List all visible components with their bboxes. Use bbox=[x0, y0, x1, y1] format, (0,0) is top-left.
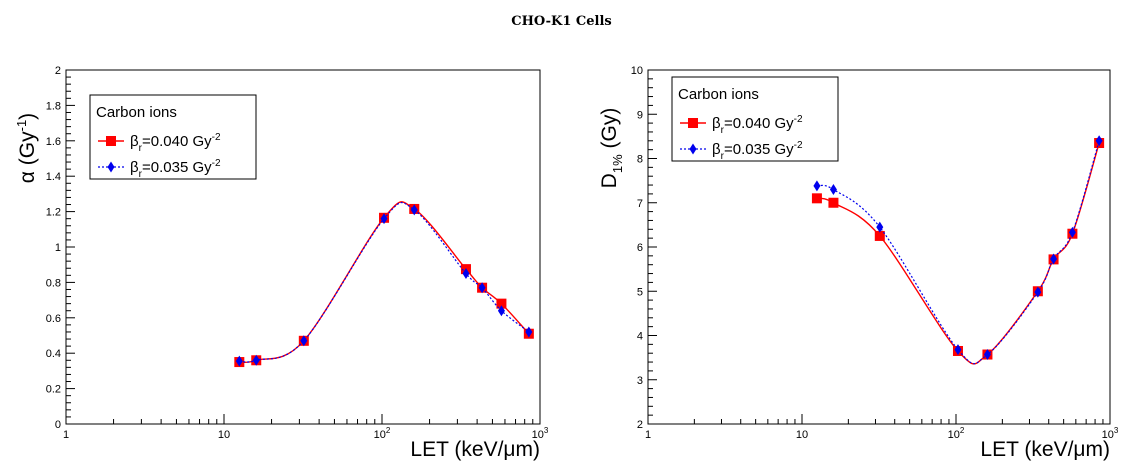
x-tick-label: 1 bbox=[645, 429, 651, 441]
diamond-marker bbox=[525, 326, 533, 338]
diamond-marker bbox=[478, 282, 486, 294]
square-marker bbox=[828, 197, 839, 208]
legend-label: βr=0.040 Gy-2 bbox=[712, 114, 803, 136]
y-tick-label: 9 bbox=[637, 109, 643, 121]
legend-label: βr=0.035 Gy-2 bbox=[130, 158, 221, 180]
diamond-marker bbox=[410, 204, 418, 216]
diamond-marker bbox=[462, 268, 470, 280]
legend-square-marker bbox=[688, 118, 698, 128]
series-beta-0035 bbox=[235, 202, 533, 367]
y-tick-label: 2 bbox=[637, 419, 643, 431]
legend-box bbox=[671, 76, 839, 162]
y-tick-label: 8 bbox=[637, 154, 643, 166]
diamond-marker bbox=[380, 213, 388, 225]
figure-title: CHO-K1 Cells bbox=[511, 14, 612, 29]
x-tick-label: 102 bbox=[948, 426, 965, 441]
y-tick-label: 0.8 bbox=[46, 277, 61, 289]
diamond-marker bbox=[252, 354, 260, 366]
series-beta-0035 bbox=[813, 135, 1103, 365]
diamond-marker bbox=[235, 355, 243, 367]
y-tick-label: 1.4 bbox=[46, 171, 61, 183]
y-axis-title: α (Gy-1) bbox=[14, 113, 39, 183]
x-tick-label: 103 bbox=[532, 426, 549, 441]
y-tick-label: 10 bbox=[631, 65, 643, 77]
y-tick-label: 2 bbox=[55, 65, 61, 77]
y-tick-label: 0.6 bbox=[46, 313, 61, 325]
y-tick-label: 7 bbox=[637, 198, 643, 210]
y-tick-label: 0 bbox=[55, 419, 61, 431]
legend-label: βr=0.035 Gy-2 bbox=[712, 140, 803, 162]
square-marker bbox=[874, 230, 885, 241]
y-axis-title: D1% (Gy) bbox=[598, 108, 625, 189]
series-line bbox=[816, 140, 1100, 365]
x-tick-label: 10 bbox=[218, 429, 230, 441]
y-tick-label: 3 bbox=[637, 375, 643, 387]
y-tick-label: 5 bbox=[637, 286, 643, 298]
square-marker bbox=[496, 298, 507, 309]
square-marker bbox=[811, 193, 822, 204]
legend-header: Carbon ions bbox=[96, 104, 177, 121]
series-line bbox=[816, 142, 1100, 365]
x-axis-title: LET (keV/μm) bbox=[980, 438, 1110, 461]
x-axis-title: LET (keV/μm) bbox=[410, 438, 540, 461]
legend: Carbon ions βr=0.040 Gy-2 βr=0.035 Gy-2 bbox=[89, 94, 257, 180]
x-tick-label: 102 bbox=[374, 426, 391, 441]
x-tick-label: 10 bbox=[796, 429, 808, 441]
diamond-marker bbox=[300, 335, 308, 347]
legend-header: Carbon ions bbox=[678, 86, 759, 103]
diamond-marker bbox=[829, 183, 837, 195]
y-tick-label: 0.4 bbox=[46, 348, 61, 360]
y-tick-label: 6 bbox=[637, 242, 643, 254]
y-tick-label: 1.2 bbox=[46, 207, 61, 219]
legend: Carbon ions βr=0.040 Gy-2 βr=0.035 Gy-2 bbox=[671, 76, 839, 162]
diamond-marker bbox=[1034, 286, 1042, 298]
x-tick-label: 103 bbox=[1102, 426, 1119, 441]
y-tick-label: 1 bbox=[55, 242, 61, 254]
legend-square-marker bbox=[106, 136, 116, 146]
diamond-marker bbox=[954, 344, 962, 356]
diamond-marker bbox=[1068, 226, 1076, 238]
legend-diamond-marker bbox=[689, 143, 697, 155]
legend-diamond-marker bbox=[107, 161, 115, 173]
y-tick-label: 0.2 bbox=[46, 384, 61, 396]
diamond-marker bbox=[813, 180, 821, 192]
x-tick-label: 1 bbox=[63, 429, 69, 441]
y-tick-label: 1.8 bbox=[46, 100, 61, 112]
diamond-marker bbox=[1095, 135, 1103, 147]
legend-label: βr=0.040 Gy-2 bbox=[130, 132, 221, 154]
legend-box bbox=[89, 94, 257, 180]
y-tick-label: 1.6 bbox=[46, 136, 61, 148]
diamond-marker bbox=[1050, 253, 1058, 265]
diamond-marker bbox=[497, 305, 505, 317]
diamond-marker bbox=[876, 221, 884, 233]
y-tick-label: 4 bbox=[637, 331, 643, 343]
diamond-marker bbox=[983, 349, 991, 361]
